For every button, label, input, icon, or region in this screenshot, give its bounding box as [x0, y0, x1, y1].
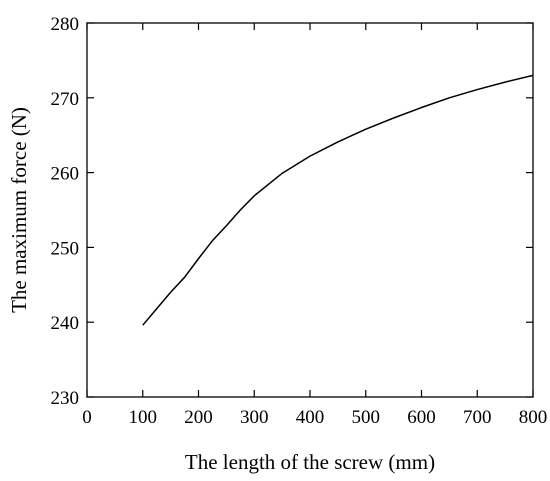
y-tick-label: 230	[51, 388, 80, 409]
x-tick-label: 800	[519, 407, 548, 428]
x-tick-label: 600	[407, 407, 436, 428]
x-tick-label: 500	[352, 407, 381, 428]
series-group	[142, 74, 534, 326]
plot-frame	[86, 22, 534, 398]
x-tick-label: 100	[129, 407, 158, 428]
axis-ticks	[86, 22, 534, 398]
series-line-0	[142, 74, 534, 326]
y-tick-label: 270	[51, 89, 80, 110]
y-tick-label: 250	[51, 238, 80, 259]
y-tick-label: 260	[51, 164, 80, 185]
x-tick-label: 300	[240, 407, 269, 428]
x-tick-label: 200	[184, 407, 213, 428]
x-axis-title: The length of the screw (mm)	[185, 450, 435, 474]
y-axis-title: The maximum force (N)	[7, 107, 31, 313]
y-tick-label: 240	[51, 313, 80, 334]
x-tick-label: 400	[296, 407, 325, 428]
tick-labels: 0 100 200 300 400 500 600 700 800 230 240 250 260 270…	[51, 14, 548, 428]
x-tick-label: 700	[463, 407, 492, 428]
x-tick-label: 0	[82, 407, 92, 428]
y-tick-label: 280	[51, 14, 80, 35]
